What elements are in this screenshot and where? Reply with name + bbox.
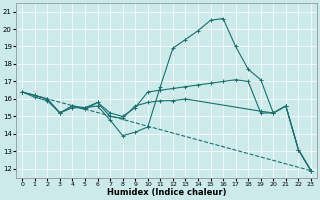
- X-axis label: Humidex (Indice chaleur): Humidex (Indice chaleur): [107, 188, 226, 197]
